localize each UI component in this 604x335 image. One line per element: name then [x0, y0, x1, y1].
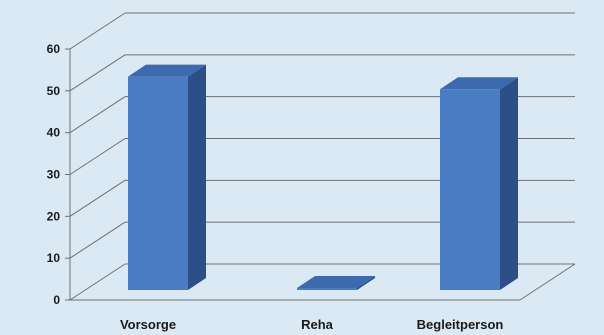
y-tick-label: 10	[47, 251, 61, 265]
y-tick-label: 50	[47, 84, 61, 98]
bar-side	[188, 64, 206, 291]
x-tick-label: Vorsorge	[120, 317, 176, 332]
gridline-diagonal	[69, 96, 126, 134]
y-tick-label: 40	[47, 126, 61, 140]
y-tick-label: 30	[47, 168, 61, 182]
bar-front	[440, 89, 500, 290]
bar	[128, 64, 206, 291]
bar-top	[440, 77, 518, 90]
bars-layer	[128, 64, 518, 291]
bar-side	[357, 276, 375, 290]
x-tick-label: Reha	[301, 317, 334, 332]
y-tick-label: 0	[53, 293, 60, 307]
x-tick-label: Begleitperson	[417, 317, 504, 332]
gridline-diagonal	[69, 179, 126, 217]
bar-front	[297, 288, 357, 290]
gridline-diagonal	[69, 54, 126, 92]
floor-edge-right	[519, 263, 576, 301]
bar-side	[500, 77, 518, 290]
gridline-diagonal	[69, 138, 126, 175]
gridline-diagonal	[69, 221, 126, 259]
bar-top	[297, 276, 375, 288]
bar	[440, 77, 518, 290]
labels-layer: 0 10 20 30 40 50 60 Vorsorge Reha Begleitperson	[47, 42, 504, 332]
bar	[297, 276, 375, 290]
y-tick-label: 60	[47, 42, 61, 56]
gridline-diagonal	[69, 12, 126, 50]
bar-front	[128, 76, 188, 291]
bar-top	[128, 64, 206, 77]
y-tick-label: 20	[47, 209, 61, 223]
gridline-diagonal	[69, 263, 126, 301]
